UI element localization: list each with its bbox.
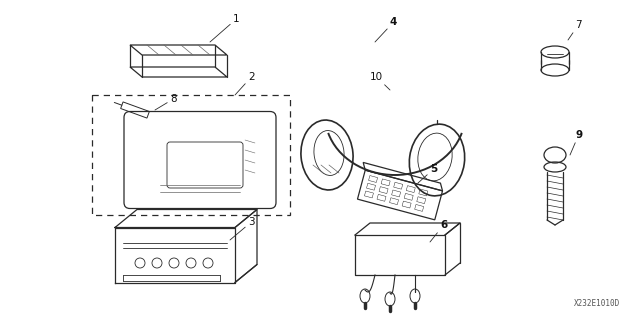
Bar: [364, 191, 374, 198]
Text: 2: 2: [235, 72, 255, 95]
Bar: [406, 186, 415, 193]
Bar: [377, 194, 386, 201]
Text: 10: 10: [370, 72, 390, 90]
Text: X232E1010D: X232E1010D: [573, 299, 620, 308]
Bar: [379, 187, 388, 194]
Bar: [404, 193, 413, 200]
Text: 9: 9: [570, 130, 582, 155]
Bar: [415, 204, 424, 211]
Text: 7: 7: [568, 20, 582, 40]
Bar: [392, 190, 401, 197]
Bar: [417, 197, 426, 204]
Text: 5: 5: [418, 164, 437, 183]
Text: 1: 1: [210, 14, 239, 42]
Text: 3: 3: [230, 217, 255, 240]
Bar: [419, 189, 428, 196]
Text: 4: 4: [375, 17, 397, 42]
Bar: [92, 95, 290, 215]
Bar: [369, 175, 378, 182]
Text: 6: 6: [430, 220, 447, 242]
Bar: [402, 201, 411, 208]
Bar: [390, 198, 399, 205]
Bar: [367, 183, 376, 190]
Bar: [394, 182, 403, 189]
Text: 8: 8: [155, 94, 177, 110]
Bar: [381, 179, 390, 186]
